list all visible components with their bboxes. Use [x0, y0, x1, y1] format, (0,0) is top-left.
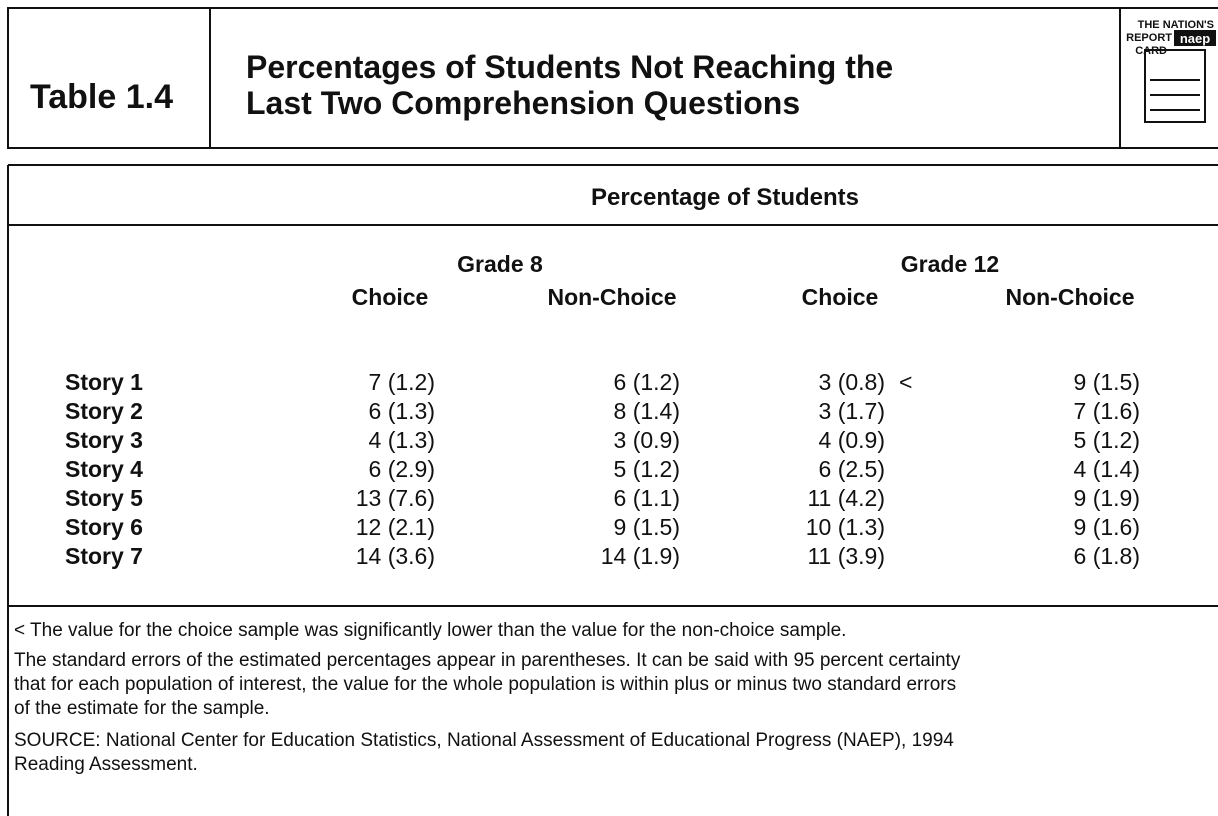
row-label: Story 7	[65, 543, 143, 569]
table-cell: 3 (1.7)	[819, 398, 885, 424]
table-cell: 4 (1.4)	[1074, 456, 1140, 482]
column-header: Non-Choice	[547, 284, 676, 310]
table-cell: 6 (1.3)	[369, 398, 435, 424]
table-cell: 10 (1.3)	[806, 514, 885, 540]
row-label: Story 5	[65, 485, 143, 511]
row-label: Story 1	[65, 369, 143, 395]
table-cell: 5 (1.2)	[614, 456, 680, 482]
table-cell: 6 (2.9)	[369, 456, 435, 482]
group-header: Grade 8	[457, 251, 543, 277]
note-line: Reading Assessment.	[14, 754, 198, 775]
table-cell: 6 (1.8)	[1074, 543, 1140, 569]
logo-text: THE NATION'S	[1138, 19, 1214, 31]
table-cell: 3 (0.8)	[819, 369, 885, 395]
table-cell: 6 (1.2)	[614, 369, 680, 395]
column-header: Choice	[352, 284, 429, 310]
logo-card	[1144, 49, 1206, 123]
table-cell: 4 (1.3)	[369, 427, 435, 453]
table-heading: Percentage of Students	[591, 184, 859, 211]
logo-badge	[1174, 30, 1216, 46]
logo-text: naep	[1180, 31, 1210, 46]
row-label: Story 4	[65, 456, 143, 482]
table-cell: 9 (1.6)	[1074, 514, 1140, 540]
note-line: that for each population of interest, th…	[14, 674, 956, 695]
note-line: SOURCE: National Center for Education St…	[14, 730, 954, 751]
note-line: The standard errors of the estimated per…	[14, 650, 961, 671]
row-label: Story 6	[65, 514, 143, 540]
table-cell: 6 (2.5)	[819, 456, 885, 482]
table-cell: 9 (1.5)	[614, 514, 680, 540]
table-number: Table 1.4	[30, 78, 173, 116]
table-cell: 11 (3.9)	[807, 543, 885, 569]
note-line: of the estimate for the sample.	[14, 698, 270, 719]
column-header: Non-Choice	[1005, 284, 1134, 310]
table-cell: 8 (1.4)	[614, 398, 680, 424]
table-cell: 6 (1.1)	[614, 485, 680, 511]
group-header: Grade 12	[901, 251, 999, 277]
table-cell: 12 (2.1)	[356, 514, 435, 540]
table-cell: 3 (0.9)	[614, 427, 680, 453]
title-line: Last Two Comprehension Questions	[246, 85, 800, 121]
table-cell: 9 (1.9)	[1074, 485, 1140, 511]
table-cell: 14 (3.6)	[356, 543, 435, 569]
table-cell: 11 (4.2)	[807, 485, 885, 511]
logo-text: REPORT	[1126, 32, 1172, 44]
column-header: Choice	[802, 284, 879, 310]
table-cell: 7 (1.2)	[369, 369, 435, 395]
table-cell: 13 (7.6)	[356, 485, 435, 511]
title-line: Percentages of Students Not Reaching the	[246, 49, 893, 85]
row-label: Story 2	[65, 398, 143, 424]
table-cell: 7 (1.6)	[1074, 398, 1140, 424]
table-cell: 9 (1.5)	[1074, 369, 1140, 395]
table-cell: 14 (1.9)	[601, 543, 680, 569]
table-cell: 4 (0.9)	[819, 427, 885, 453]
header-box	[7, 7, 1218, 149]
note-line: < The value for the choice sample was si…	[14, 620, 846, 641]
row-label: Story 3	[65, 427, 143, 453]
table-cell: 5 (1.2)	[1074, 427, 1140, 453]
significance-flag: <	[899, 369, 912, 395]
